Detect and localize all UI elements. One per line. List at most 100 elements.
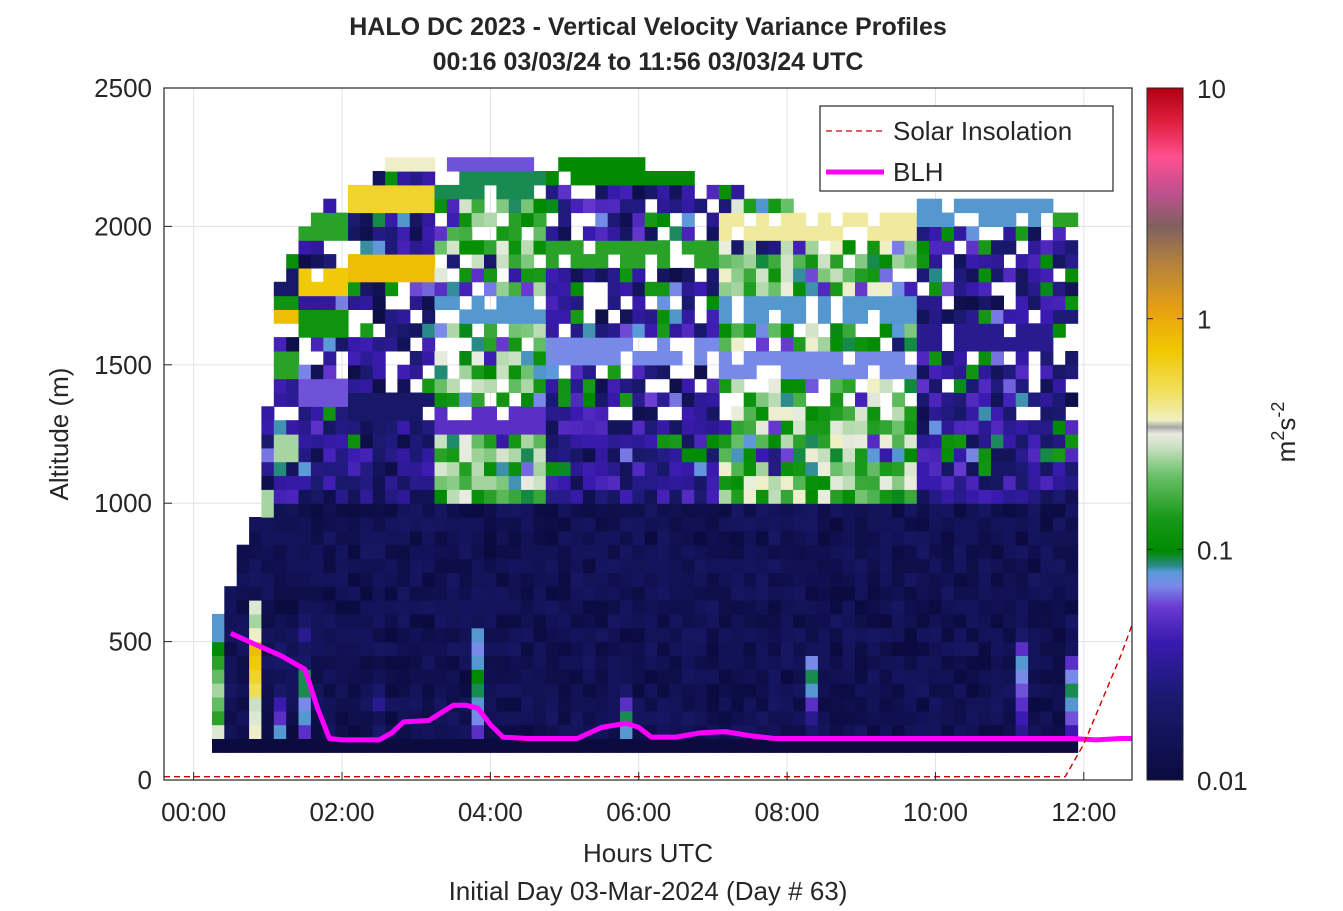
heatmap-cell — [669, 226, 683, 241]
heatmap-cell — [768, 544, 782, 560]
heatmap-cell — [273, 613, 287, 629]
heatmap-cell — [743, 572, 757, 587]
heatmap-cell — [830, 517, 844, 532]
heatmap-cell — [756, 295, 769, 310]
heatmap-cell — [743, 586, 757, 601]
heatmap-cell — [780, 600, 794, 615]
heatmap-cell — [991, 600, 1004, 615]
heatmap-cell — [372, 530, 386, 546]
heatmap-cell — [694, 517, 708, 532]
heatmap-cell — [409, 697, 423, 712]
heatmap-cell — [842, 309, 856, 324]
heatmap-cell — [360, 226, 374, 241]
heatmap-cell — [855, 351, 868, 366]
heatmap-cell — [385, 669, 399, 684]
heatmap-cell — [422, 351, 436, 366]
heatmap-cell — [718, 337, 732, 352]
heatmap-cell — [657, 420, 671, 435]
heatmap-cell — [953, 683, 967, 698]
heatmap-cell — [718, 683, 732, 698]
heatmap-cell — [780, 323, 794, 338]
heatmap-cell — [632, 392, 646, 407]
heatmap-cell — [558, 392, 572, 407]
heatmap-cell — [743, 364, 757, 380]
heatmap-cell — [496, 738, 510, 753]
heatmap-cell — [533, 461, 547, 477]
heatmap-cell — [991, 613, 1004, 629]
heatmap-cell — [360, 600, 374, 615]
heatmap-cell — [446, 420, 460, 435]
heatmap-cell — [558, 184, 572, 200]
heatmap-cell — [1028, 517, 1042, 532]
heatmap-cell — [929, 530, 943, 546]
heatmap-cell — [434, 503, 448, 518]
heatmap-cell — [360, 198, 374, 214]
heatmap-cell — [718, 351, 732, 366]
heatmap-cell — [236, 641, 250, 656]
heatmap-cell — [372, 226, 386, 241]
heatmap-cell — [582, 378, 596, 393]
heatmap-cell — [657, 683, 671, 698]
heatmap-cell — [743, 461, 757, 477]
heatmap-cell — [743, 738, 757, 753]
heatmap-cell — [310, 406, 324, 421]
heatmap-cell — [644, 447, 658, 463]
heatmap-cell — [298, 697, 312, 712]
heatmap-cell — [1040, 544, 1054, 560]
heatmap-cell — [941, 489, 955, 504]
heatmap-cell — [409, 517, 423, 532]
heatmap-cell — [756, 710, 769, 726]
heatmap-cell — [768, 517, 782, 532]
heatmap-cell — [348, 212, 361, 227]
heatmap-cell — [545, 184, 559, 200]
heatmap-cell — [533, 503, 547, 518]
heatmap-cell — [731, 364, 745, 380]
heatmap-cell — [743, 697, 757, 712]
heatmap-cell — [904, 323, 918, 338]
heatmap-cell — [941, 558, 955, 573]
heatmap-cell — [558, 669, 572, 684]
heatmap-cell — [718, 627, 732, 643]
heatmap-cell — [459, 171, 473, 186]
heatmap-cell — [545, 323, 559, 338]
heatmap-cell — [1028, 710, 1042, 726]
heatmap-cell — [718, 641, 732, 656]
heatmap-cell — [681, 600, 695, 615]
heatmap-cell — [1015, 600, 1029, 615]
heatmap-cell — [360, 184, 374, 200]
heatmap-cell — [817, 724, 831, 739]
heatmap-cell — [1040, 254, 1054, 269]
heatmap-cell — [496, 627, 510, 643]
heatmap-cell — [718, 613, 732, 629]
heatmap-cell — [718, 461, 732, 477]
heatmap-cell — [991, 254, 1004, 269]
heatmap-cell — [496, 641, 510, 656]
heatmap-cell — [1028, 600, 1042, 615]
heatmap-cell — [335, 267, 349, 283]
heatmap-cell — [657, 337, 671, 352]
heatmap-cell — [397, 489, 411, 504]
heatmap-cell — [372, 406, 386, 421]
heatmap-cell — [273, 530, 287, 546]
heatmap-cell — [348, 267, 361, 283]
heatmap-cell — [545, 503, 559, 518]
heatmap-cell — [1015, 710, 1029, 726]
heatmap-cell — [978, 517, 992, 532]
heatmap-cell — [348, 669, 361, 684]
heatmap-cell — [941, 240, 955, 255]
heatmap-cell — [953, 586, 967, 601]
heatmap-cell — [892, 323, 906, 338]
heatmap-cell — [892, 503, 906, 518]
heatmap-cell — [385, 517, 399, 532]
heatmap-cell — [706, 184, 720, 200]
heatmap-cell — [484, 212, 497, 227]
heatmap-cell — [385, 447, 399, 463]
heatmap-cell — [929, 267, 943, 283]
heatmap-cell — [681, 613, 695, 629]
heatmap-cell — [1065, 309, 1079, 324]
heatmap-cell — [558, 572, 572, 587]
heatmap-cell — [1028, 641, 1042, 656]
heatmap-cell — [570, 517, 584, 532]
heatmap-cell — [360, 517, 374, 532]
heatmap-cell — [310, 517, 324, 532]
